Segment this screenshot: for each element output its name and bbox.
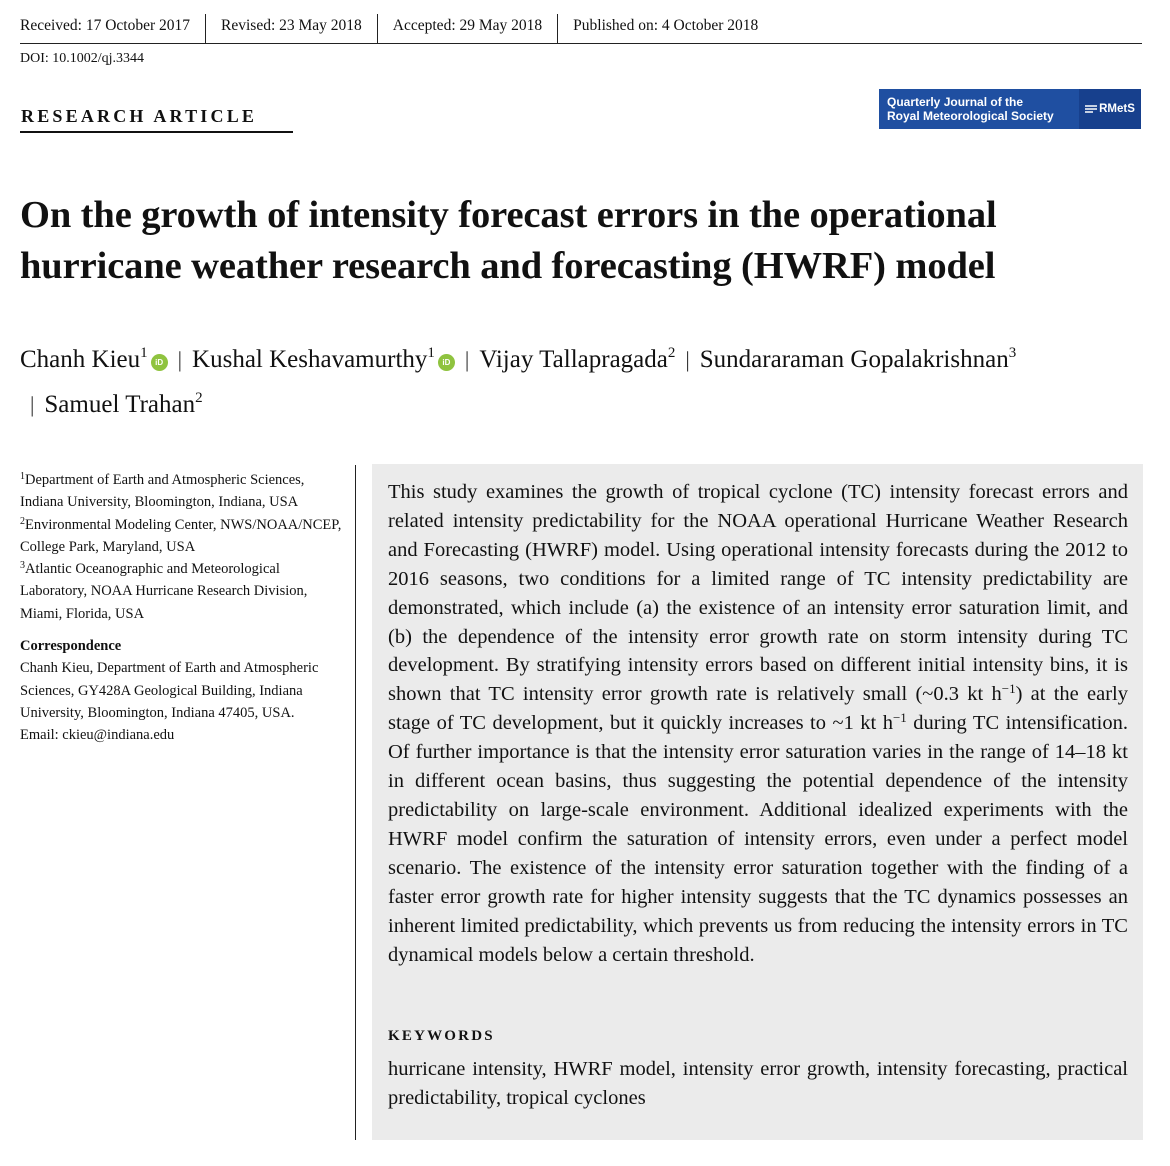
author-list: Chanh Kieu1iD | Kushal Keshavamurthy1iD | Vi…	[20, 337, 1020, 427]
correspondence-heading: Correspondence	[20, 638, 122, 655]
orcid-icon[interactable]: iD	[437, 354, 455, 371]
journal-name-line-1: Quarterly Journal of the	[887, 95, 1024, 109]
accepted-date: Accepted: 29 May 2018	[376, 14, 557, 43]
author-separator: |	[685, 347, 690, 372]
publication-dates: Received: 17 October 2017 Revised: 23 Ma…	[20, 14, 1142, 44]
author-name[interactable]: Samuel Trahan	[44, 391, 196, 418]
abstract-text: This study examines the growth of tropic…	[388, 478, 1128, 969]
affiliation: 2Environmental Modeling Center, NWS/NOAA…	[20, 514, 350, 559]
rmets-logo: RMetS	[1079, 89, 1141, 129]
article-type: RESEARCH ARTICLE	[21, 106, 258, 126]
affiliation-number: 2	[20, 515, 25, 527]
affiliation: 1Department of Earth and Atmospheric Sci…	[20, 469, 350, 514]
published-date: Published on: 4 October 2018	[557, 14, 773, 43]
abstract-box: This study examines the growth of tropic…	[372, 464, 1143, 1140]
abstract-part-3: during TC intensification. Of further im…	[388, 712, 1128, 966]
author-affiliation-mark: 2	[667, 345, 676, 361]
column-divider	[355, 465, 356, 1140]
affiliation-text: Atlantic Oceanographic and Meteorologica…	[20, 561, 308, 622]
keywords-list: hurricane intensity, HWRF model, intensi…	[388, 1058, 1128, 1109]
abstract-superscript-2: −1	[892, 710, 907, 726]
doi[interactable]: DOI: 10.1002/qj.3344	[20, 51, 145, 66]
author-name[interactable]: Kushal Keshavamurthy	[192, 346, 428, 373]
affiliation-number: 1	[20, 471, 25, 482]
affiliation-number: 3	[20, 560, 25, 572]
revised-date: Revised: 23 May 2018	[205, 14, 377, 43]
author-separator: |	[464, 347, 470, 372]
received-date: Received: 17 October 2017	[20, 17, 191, 34]
author-affiliation-mark: 2	[195, 390, 203, 406]
abstract-superscript-1: −1	[1001, 681, 1016, 697]
journal-name-line-2: Royal Meteorological Society	[887, 109, 1054, 123]
affiliation-text: Department of Earth and Atmospheric Scie…	[20, 472, 305, 511]
journal-name: Quarterly Journal of the Royal Meteorolo…	[879, 89, 1069, 129]
author-separator: |	[177, 347, 183, 372]
author-name[interactable]: Sundararaman Gopalakrishnan	[699, 346, 1009, 373]
author-name[interactable]: Vijay Tallapragada	[479, 346, 668, 373]
abstract-part-1: This study examines the growth of tropic…	[388, 481, 1128, 706]
author-affiliation-mark: 3	[1008, 345, 1017, 361]
affiliation-text: Environmental Modeling Center, NWS/NOAA/…	[20, 516, 342, 555]
journal-badge[interactable]: Quarterly Journal of the Royal Meteorolo…	[879, 89, 1141, 129]
rmets-wave-icon	[1085, 105, 1098, 113]
author-separator: |	[30, 392, 35, 417]
author-affiliation-mark: 1	[427, 345, 435, 361]
paper-title: On the growth of intensity forecast erro…	[20, 194, 997, 287]
abstract-part-2: ) at the early stage of TC development, …	[388, 683, 1129, 735]
correspondence-text: Chanh Kieu, Department of Earth and Atmo…	[20, 660, 319, 721]
orcid-icon[interactable]: iD	[150, 354, 168, 371]
keywords-heading: KEYWORDS	[388, 1028, 495, 1044]
article-type-underline	[20, 131, 293, 133]
correspondence-email[interactable]: Email: ckieu@indiana.edu	[20, 727, 175, 744]
affiliation: 3Atlantic Oceanographic and Meteorologic…	[20, 558, 350, 625]
author-name[interactable]: Chanh Kieu	[20, 346, 141, 373]
affiliations: 1Department of Earth and Atmospheric Sci…	[20, 469, 350, 747]
author-affiliation-mark: 1	[140, 345, 148, 361]
rmets-logo-text: RMetS	[1099, 103, 1135, 115]
header-rule	[20, 43, 1142, 44]
